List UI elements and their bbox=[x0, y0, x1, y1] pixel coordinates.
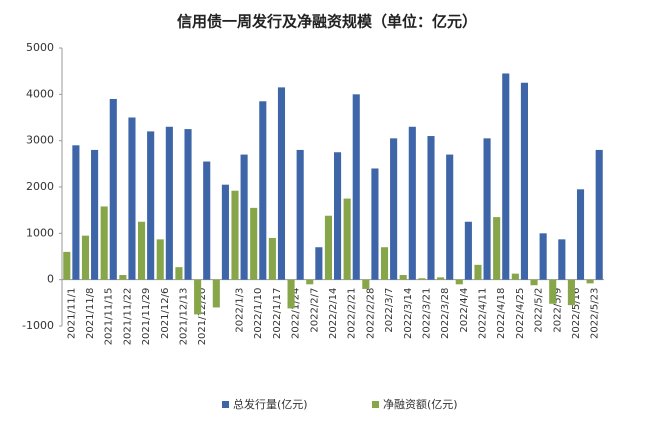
x-tick-label: 2021/12/20 bbox=[197, 288, 208, 346]
x-tick-label: 2022/2/14 bbox=[328, 288, 339, 339]
bar bbox=[502, 73, 510, 280]
bar bbox=[221, 184, 229, 280]
bar bbox=[334, 152, 342, 280]
bar bbox=[259, 101, 267, 280]
bar bbox=[100, 206, 108, 280]
bar bbox=[464, 221, 472, 280]
bar bbox=[128, 117, 136, 280]
bar bbox=[455, 279, 463, 285]
legend-label: 总发行量(亿元) bbox=[233, 397, 308, 411]
x-tick-label: 2022/2/28 bbox=[365, 288, 376, 339]
x-tick-label: 2021/11/15 bbox=[104, 288, 115, 346]
bar bbox=[343, 198, 351, 280]
x-tick-label: 2022/2/7 bbox=[309, 288, 320, 333]
bar bbox=[296, 149, 304, 280]
bar bbox=[549, 279, 557, 304]
bar bbox=[81, 235, 90, 280]
y-tick-label: 1000 bbox=[26, 226, 54, 239]
y-tick-label: 2000 bbox=[26, 180, 54, 193]
bar bbox=[493, 217, 501, 280]
x-tick-label: 2022/1/10 bbox=[253, 288, 264, 339]
bar bbox=[520, 82, 528, 280]
x-tick-label: 2021/11/1 bbox=[66, 288, 77, 339]
bar bbox=[595, 149, 603, 280]
x-tick-label: 2022/5/16 bbox=[571, 288, 582, 339]
bar bbox=[268, 237, 276, 280]
bar bbox=[138, 221, 146, 280]
x-tick-label: 2022/4/25 bbox=[515, 288, 526, 339]
bar bbox=[147, 131, 155, 280]
chart-title: 信用债一周发行及净融资规模（单位：亿元） bbox=[177, 13, 477, 31]
legend-label: 净融资额(亿元) bbox=[383, 397, 458, 411]
bar bbox=[474, 264, 482, 280]
x-tick-label: 2021/11/8 bbox=[85, 288, 96, 339]
x-tick-label: 2022/4/4 bbox=[459, 288, 470, 333]
x-tick-label: 2022/3/7 bbox=[384, 288, 395, 333]
bar bbox=[576, 189, 585, 280]
x-tick-label: 2022/1/3 bbox=[235, 288, 246, 333]
bar bbox=[287, 279, 295, 309]
bar bbox=[362, 279, 370, 289]
bar bbox=[184, 129, 192, 280]
bar bbox=[352, 94, 360, 280]
bar bbox=[91, 149, 99, 280]
bar bbox=[324, 215, 332, 280]
bar bbox=[240, 154, 248, 280]
bar bbox=[437, 277, 445, 280]
x-tick-label: 2022/1/17 bbox=[272, 288, 283, 339]
bar bbox=[408, 126, 416, 280]
bar bbox=[418, 278, 426, 280]
bar bbox=[72, 145, 80, 280]
x-tick-label: 2022/1/24 bbox=[291, 288, 302, 339]
legend-swatch bbox=[372, 401, 379, 408]
bar bbox=[165, 126, 173, 280]
x-tick-label: 2021/12/13 bbox=[178, 288, 189, 346]
bar bbox=[427, 136, 435, 280]
x-tick-label: 2021/12/6 bbox=[160, 288, 171, 339]
bar bbox=[119, 275, 127, 280]
bar bbox=[539, 233, 547, 280]
bar bbox=[63, 251, 71, 280]
bar bbox=[203, 161, 211, 280]
bar bbox=[109, 98, 117, 280]
x-tick-label: 2022/5/23 bbox=[590, 288, 601, 339]
bar bbox=[446, 154, 454, 280]
bar bbox=[156, 239, 164, 280]
bar bbox=[175, 267, 183, 280]
bar bbox=[194, 279, 202, 315]
y-tick-label: 4000 bbox=[26, 87, 54, 100]
bar bbox=[212, 279, 220, 308]
x-tick-label: 2022/4/18 bbox=[496, 288, 507, 339]
bar bbox=[511, 273, 519, 280]
bar bbox=[306, 279, 314, 285]
x-tick-label: 2022/3/14 bbox=[403, 288, 414, 339]
x-tick-label: 2022/5/2 bbox=[534, 288, 545, 333]
y-tick-label: 0 bbox=[47, 273, 54, 286]
bar bbox=[586, 279, 594, 284]
bar bbox=[567, 279, 575, 306]
y-tick-label: 5000 bbox=[26, 41, 54, 54]
x-tick-label: 2022/4/11 bbox=[478, 288, 489, 339]
bar bbox=[390, 138, 398, 280]
bar bbox=[380, 247, 389, 280]
y-tick-label: 3000 bbox=[26, 134, 54, 147]
bar bbox=[250, 207, 258, 280]
x-tick-label: 2022/3/21 bbox=[421, 288, 432, 339]
bar bbox=[371, 168, 379, 280]
y-tick-label: -1000 bbox=[22, 319, 54, 332]
x-tick-label: 2021/11/22 bbox=[122, 288, 133, 346]
bar bbox=[483, 138, 491, 280]
bar bbox=[399, 275, 407, 280]
bar bbox=[315, 247, 323, 280]
bar bbox=[558, 239, 566, 280]
x-tick-label: 2022/5/9 bbox=[552, 288, 563, 333]
bar bbox=[530, 279, 538, 286]
x-tick-label: 2022/3/28 bbox=[440, 288, 451, 339]
bar bbox=[231, 190, 239, 280]
x-tick-label: 2022/2/21 bbox=[347, 288, 358, 339]
bar bbox=[277, 87, 286, 280]
legend-swatch bbox=[222, 401, 229, 408]
x-tick-label: 2021/11/29 bbox=[141, 288, 152, 346]
